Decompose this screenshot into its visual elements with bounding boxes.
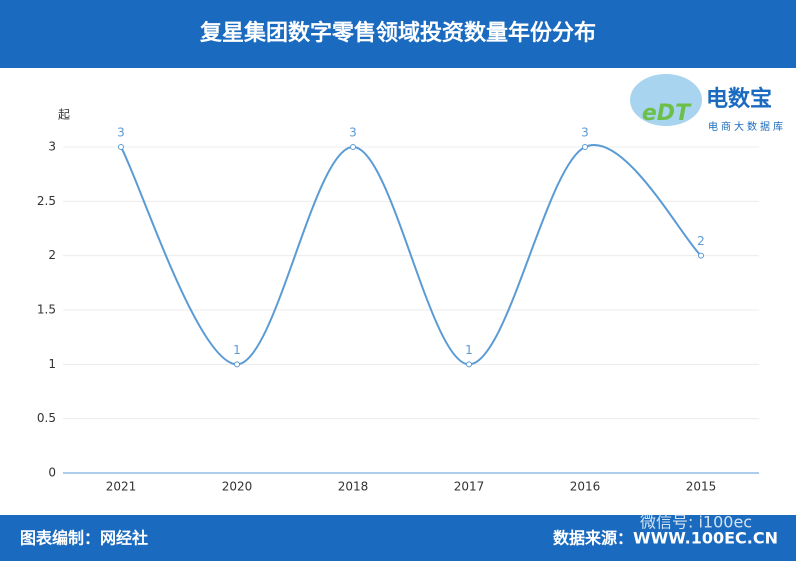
x-tick-label: 2015 (686, 480, 717, 494)
chart-title: 复星集团数字零售领域投资数量年份分布 (199, 20, 596, 46)
x-tick-label: 2017 (454, 480, 485, 494)
x-tick-label: 2020 (222, 480, 253, 494)
value-label: 2 (697, 234, 705, 248)
y-tick-label: 2.5 (37, 194, 56, 208)
x-tick-label: 2018 (338, 480, 369, 494)
point (350, 144, 356, 150)
logo-sub: 电商大数据库 (708, 120, 786, 133)
value-label: 3 (117, 126, 125, 140)
x-tick-label: 2021 (106, 480, 137, 494)
value-label: 3 (581, 126, 589, 140)
header-bar (0, 0, 796, 68)
x-tick-label: 2016 (570, 480, 601, 494)
y-tick-label: 1.5 (37, 303, 56, 317)
footer-bar (0, 515, 796, 561)
point (118, 144, 124, 150)
value-label: 1 (465, 343, 473, 357)
y-tick-label: 1 (48, 357, 56, 371)
value-label: 3 (349, 126, 357, 140)
value-label: 1 (233, 343, 241, 357)
logo: eDT 电数宝 电商大数据库 (630, 74, 786, 133)
y-tick-label: 3 (48, 140, 56, 154)
y-tick-label: 0.5 (37, 411, 56, 425)
plot: 0 0.5 1 1.5 2 2.5 3 2021 2020 2018 2017 2016 2015 3 1 3… (37, 126, 759, 494)
watermark: 微信号: i100ec (640, 513, 752, 532)
logo-cloud (630, 74, 702, 126)
logo-mark: eDT (642, 101, 692, 126)
y-tick-label: 2 (48, 248, 56, 262)
point (234, 361, 240, 368)
point (466, 361, 472, 368)
y-axis-label: 起 (58, 108, 70, 122)
source: 数据来源：WWW.100EC.CN (553, 529, 778, 548)
y-tick-label: 0 (48, 466, 56, 480)
point (698, 252, 704, 259)
logo-name: 电数宝 (706, 86, 772, 112)
point (582, 144, 588, 150)
credit: 图表编制：网经社 (20, 529, 148, 548)
